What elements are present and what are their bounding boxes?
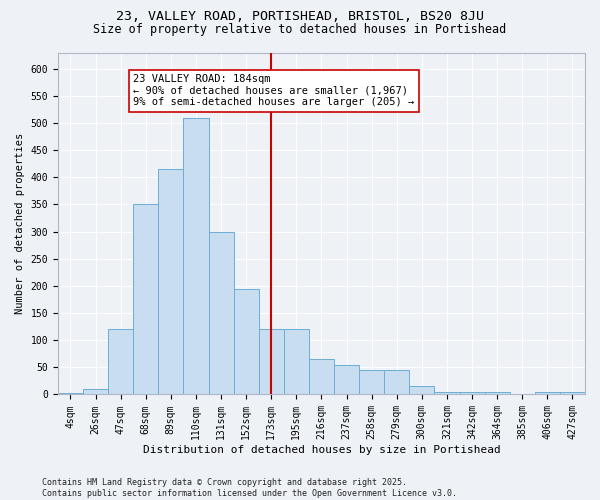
Bar: [233, 288, 259, 395]
Bar: [58, 393, 83, 394]
Bar: [560, 392, 585, 394]
Text: Size of property relative to detached houses in Portishead: Size of property relative to detached ho…: [94, 22, 506, 36]
X-axis label: Distribution of detached houses by size in Portishead: Distribution of detached houses by size …: [143, 445, 500, 455]
Bar: [359, 370, 384, 394]
Bar: [108, 330, 133, 394]
Bar: [133, 204, 158, 394]
Bar: [535, 392, 560, 394]
Bar: [158, 169, 184, 394]
Y-axis label: Number of detached properties: Number of detached properties: [15, 133, 25, 314]
Bar: [460, 392, 485, 394]
Bar: [184, 118, 209, 394]
Bar: [259, 330, 284, 394]
Bar: [384, 370, 409, 394]
Bar: [485, 392, 510, 394]
Text: 23 VALLEY ROAD: 184sqm
← 90% of detached houses are smaller (1,967)
9% of semi-d: 23 VALLEY ROAD: 184sqm ← 90% of detached…: [133, 74, 415, 108]
Bar: [434, 392, 460, 394]
Bar: [409, 386, 434, 394]
Bar: [334, 364, 359, 394]
Bar: [309, 359, 334, 394]
Bar: [209, 232, 233, 394]
Text: Contains HM Land Registry data © Crown copyright and database right 2025.
Contai: Contains HM Land Registry data © Crown c…: [42, 478, 457, 498]
Bar: [284, 330, 309, 394]
Bar: [83, 389, 108, 394]
Text: 23, VALLEY ROAD, PORTISHEAD, BRISTOL, BS20 8JU: 23, VALLEY ROAD, PORTISHEAD, BRISTOL, BS…: [116, 10, 484, 23]
